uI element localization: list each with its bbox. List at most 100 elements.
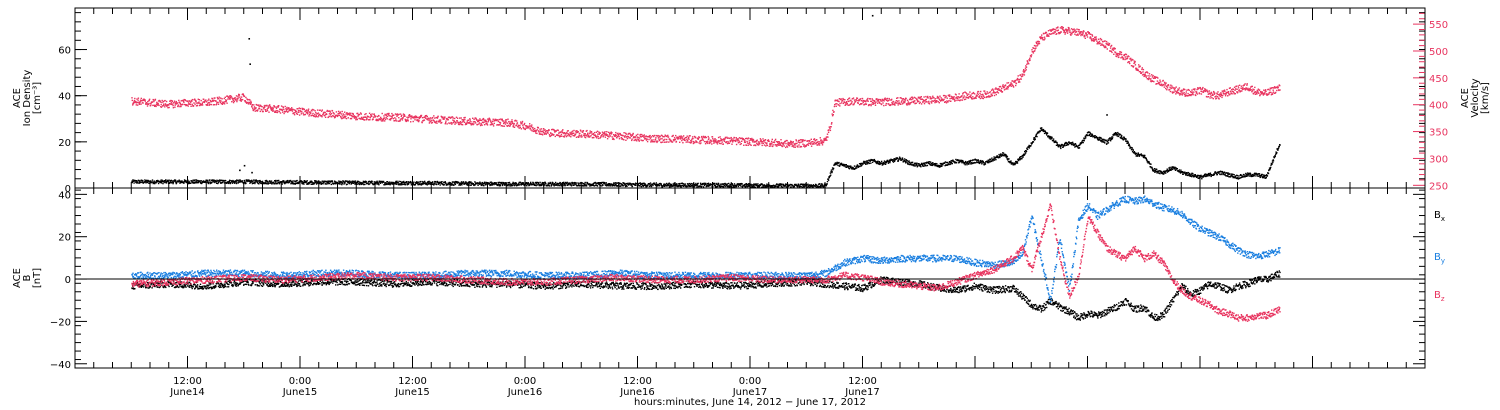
- velocity-series-point: [324, 116, 327, 118]
- density-series-point: [690, 182, 692, 185]
- velocity-series-point: [454, 117, 456, 120]
- velocity-series-point: [345, 113, 347, 115]
- velocity-series-point: [438, 121, 440, 123]
- density-series-point: [925, 165, 927, 167]
- velocity-series-point: [719, 136, 721, 138]
- density-series-point: [414, 183, 417, 186]
- density-series-point: [523, 183, 525, 186]
- velocity-series-point: [205, 101, 208, 103]
- velocity-series-point: [437, 116, 439, 118]
- velocity-series-point: [456, 117, 459, 119]
- density-series-point: [1275, 152, 1278, 155]
- density-series-point: [349, 180, 351, 182]
- density-series-point: [1075, 145, 1077, 147]
- density-series-point: [255, 179, 257, 181]
- velocity-series-point: [581, 136, 583, 138]
- velocity-series-point: [429, 118, 431, 120]
- velocity-series-point: [618, 138, 621, 140]
- density-series-point: [310, 181, 312, 183]
- velocity-series-point: [531, 130, 533, 132]
- density-series-point: [573, 184, 575, 186]
- density-series-point: [384, 182, 386, 184]
- velocity-series-point: [693, 140, 695, 143]
- velocity-series-point: [354, 117, 356, 119]
- density-series-point: [212, 180, 215, 182]
- velocity-series-point: [371, 115, 373, 117]
- density-series-point: [865, 163, 867, 165]
- density-series-point: [368, 183, 370, 186]
- velocity-series-point: [426, 119, 429, 121]
- velocity-series-point: [643, 134, 645, 136]
- velocity-series-point: [430, 119, 432, 121]
- velocity-series-point: [233, 100, 236, 102]
- velocity-series-point: [155, 105, 157, 108]
- density-series-point: [747, 183, 750, 185]
- density-series-point: [232, 179, 234, 182]
- density-series-point: [378, 184, 380, 186]
- density-series-point: [1148, 161, 1150, 163]
- velocity-series-point: [409, 115, 411, 117]
- velocity-series-point: [419, 116, 422, 119]
- density-series-point: [172, 181, 175, 184]
- density-series-point: [1267, 172, 1270, 175]
- velocity-series-point: [273, 110, 275, 112]
- density-series-point: [551, 183, 553, 186]
- velocity-series-point: [603, 134, 605, 137]
- density-series-point: [1171, 168, 1174, 171]
- velocity-series-point: [501, 125, 503, 127]
- density-series-point: [624, 184, 626, 186]
- density-series-point: [1040, 128, 1042, 130]
- velocity-series-point: [596, 135, 598, 137]
- velocity-series-point: [657, 134, 659, 137]
- density-series-point: [642, 185, 644, 188]
- density-series-point: [1278, 145, 1280, 148]
- density-series-point: [880, 160, 883, 163]
- velocity-series-point: [685, 136, 688, 139]
- velocity-series-point: [586, 134, 589, 136]
- density-series-point: [1222, 172, 1225, 175]
- velocity-series-point: [257, 109, 259, 111]
- velocity-series-point: [477, 119, 479, 121]
- density-series-point: [1044, 130, 1046, 132]
- density-series-point: [160, 182, 163, 184]
- velocity-series-point: [646, 138, 648, 140]
- density-series-point: [1223, 171, 1226, 173]
- density-series-point: [807, 186, 809, 189]
- velocity-series-point: [342, 116, 345, 119]
- density-series-point: [136, 180, 138, 183]
- density-series-point: [465, 181, 467, 184]
- density-series-point: [606, 184, 608, 187]
- density-series-point: [407, 181, 409, 183]
- velocity-series-point: [458, 122, 460, 124]
- density-series-point: [945, 161, 948, 164]
- velocity-series-point: [478, 119, 480, 122]
- density-series-point: [896, 158, 898, 160]
- density-series-point: [695, 182, 697, 185]
- density-series-point: [1156, 172, 1158, 174]
- velocity-series-point: [168, 103, 171, 105]
- velocity-series-point: [454, 123, 456, 125]
- density-series-point: [969, 160, 971, 162]
- density-series-point: [518, 182, 520, 185]
- density-series-point: [1150, 163, 1152, 165]
- density-series-point: [502, 181, 504, 184]
- velocity-series-point: [351, 116, 353, 118]
- density-series-point: [195, 182, 197, 184]
- density-series-point: [801, 183, 803, 186]
- velocity-series-point: [296, 113, 299, 115]
- velocity-series-point: [631, 138, 633, 140]
- velocity-series-point: [593, 136, 595, 139]
- velocity-series-point: [613, 138, 615, 141]
- density-series-point: [1138, 155, 1141, 157]
- density-series-point: [363, 180, 366, 183]
- density-series-point: [1028, 146, 1030, 148]
- velocity-series-point: [412, 120, 414, 123]
- density-series-point: [860, 164, 862, 166]
- density-series-point: [816, 184, 818, 186]
- density-series-point: [381, 180, 384, 183]
- velocity-series-point: [523, 122, 526, 125]
- velocity-series-point: [307, 110, 309, 112]
- velocity-series-point: [244, 101, 247, 103]
- velocity-series-point: [568, 135, 570, 137]
- density-series-point: [268, 182, 270, 184]
